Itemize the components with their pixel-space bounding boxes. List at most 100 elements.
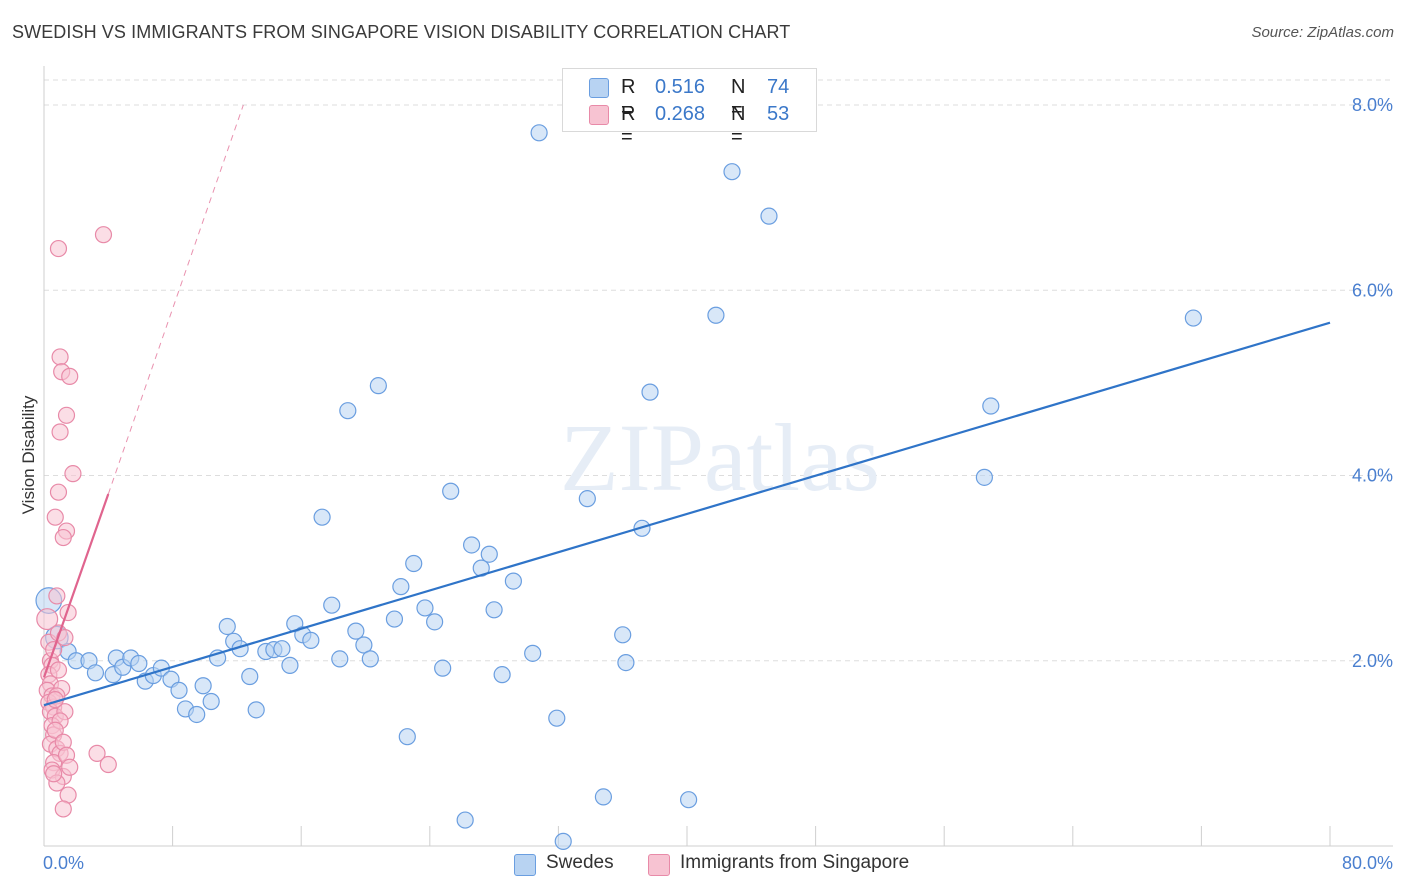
legend-n-label: N =: [731, 76, 746, 121]
swedes-point: [707, 306, 725, 324]
swedes-point: [578, 490, 596, 508]
swedes-point: [281, 656, 299, 674]
swedes-point: [614, 626, 632, 644]
legend-r-value: 0.516: [655, 76, 706, 98]
legend-n-label: N =: [731, 103, 746, 148]
grid-layer: [44, 79, 1393, 662]
swedes-point: [218, 617, 236, 636]
x-tick-label-max: 80.0%: [1342, 853, 1393, 873]
singapore-point: [49, 661, 68, 679]
legend-box: R = 0.516 N = 74 R = 0.268 N = 53: [562, 68, 817, 148]
swedes-point: [548, 709, 566, 727]
swedes-point: [617, 654, 635, 672]
legend-n-value: 74: [767, 76, 790, 98]
swedes-point: [442, 482, 460, 500]
swedes-point: [194, 677, 212, 695]
bottom-legend-label-singapore: Immigrants from Singapore: [680, 852, 910, 873]
swedes-point: [493, 666, 511, 684]
swedes-point: [480, 545, 498, 563]
singapore-point: [94, 226, 113, 244]
swedes-point: [982, 397, 1000, 415]
swedes-point: [130, 654, 148, 673]
swedes-point: [241, 667, 259, 686]
swedes-point: [485, 601, 503, 619]
singapore-trend-extension: [107, 104, 244, 495]
x-tick-label-min: 0.0%: [43, 853, 84, 873]
swedes-point: [339, 402, 357, 420]
singapore-point: [45, 765, 63, 783]
swedes-point: [369, 377, 387, 395]
swedes-point: [680, 791, 698, 809]
legend-r-label: R =: [621, 103, 636, 148]
y-tick-label: 2.0%: [1352, 651, 1393, 671]
swedes-point: [426, 613, 444, 631]
legend-swatch-swedes: [589, 78, 609, 98]
swedes-point: [1184, 309, 1202, 327]
singapore-point: [54, 800, 72, 818]
legend-n-value: 53: [767, 103, 790, 125]
singapore-point: [61, 367, 79, 385]
swedes-point: [456, 811, 474, 829]
swedes-point: [202, 692, 220, 711]
swedes-point: [641, 383, 659, 401]
singapore-point: [88, 744, 106, 762]
swedes-point: [760, 207, 778, 225]
swedes-point: [331, 650, 349, 668]
swedes-point: [392, 578, 410, 596]
legend-r-value: 0.268: [655, 103, 706, 125]
chart-source: Source: ZipAtlas.com: [1251, 24, 1394, 41]
singapore-point: [64, 465, 82, 483]
swedes-point: [273, 640, 291, 658]
bottom-legend-swatch-swedes: [514, 854, 536, 876]
swedes-point: [416, 599, 434, 617]
singapore-point: [48, 587, 66, 605]
singapore-point: [51, 348, 69, 366]
swedes-point: [313, 508, 331, 526]
singapore-point: [46, 721, 64, 739]
swedes-point: [302, 631, 320, 649]
bottom-legend-swatch-singapore: [648, 854, 670, 876]
swedes-point: [347, 622, 365, 640]
points-layer: [35, 124, 1202, 850]
singapore-point: [46, 508, 64, 526]
swedes-point: [723, 163, 741, 181]
singapore-point: [49, 239, 68, 258]
swedes-point: [554, 832, 572, 850]
chart-title: SWEDISH VS IMMIGRANTS FROM SINGAPORE VIS…: [12, 22, 791, 42]
swedes-point: [504, 572, 522, 590]
singapore-point: [49, 483, 68, 501]
y-tick-label: 8.0%: [1352, 95, 1393, 115]
swedes-point: [247, 701, 265, 719]
singapore-point: [61, 758, 79, 776]
swedes-point: [355, 636, 373, 654]
legend-r-label: R =: [621, 76, 636, 121]
singapore-point: [36, 608, 59, 631]
legend-swatch-singapore: [589, 105, 609, 125]
swedes-point: [385, 610, 404, 628]
swedes-point: [524, 644, 542, 662]
swedes-point: [86, 664, 105, 682]
axis-layer: 2.0% 4.0% 6.0% 8.0%: [43, 66, 1393, 847]
swedes-point: [361, 650, 379, 668]
singapore-point: [54, 528, 72, 547]
singapore-point: [99, 755, 117, 774]
y-axis-label: Vision Disability: [19, 395, 38, 514]
y-tick-label: 4.0%: [1352, 466, 1393, 486]
y-tick-label: 6.0%: [1352, 280, 1393, 300]
swedes-point: [462, 536, 481, 554]
singapore-trend-line: [42, 493, 110, 678]
singapore-point: [57, 406, 76, 424]
trend-layer: [42, 104, 1331, 707]
watermark: ZIPatlas: [560, 404, 880, 511]
swedes-point: [405, 554, 423, 573]
swedes-point: [594, 788, 613, 806]
swedes-trend-line: [43, 321, 1331, 707]
bottom-legend-label-swedes: Swedes: [546, 852, 614, 873]
swedes-point: [323, 596, 341, 614]
singapore-point: [59, 603, 77, 622]
swedes-point: [398, 728, 416, 746]
swedes-point: [434, 659, 452, 677]
swedes-point: [975, 468, 993, 486]
swedes-point: [188, 705, 206, 724]
